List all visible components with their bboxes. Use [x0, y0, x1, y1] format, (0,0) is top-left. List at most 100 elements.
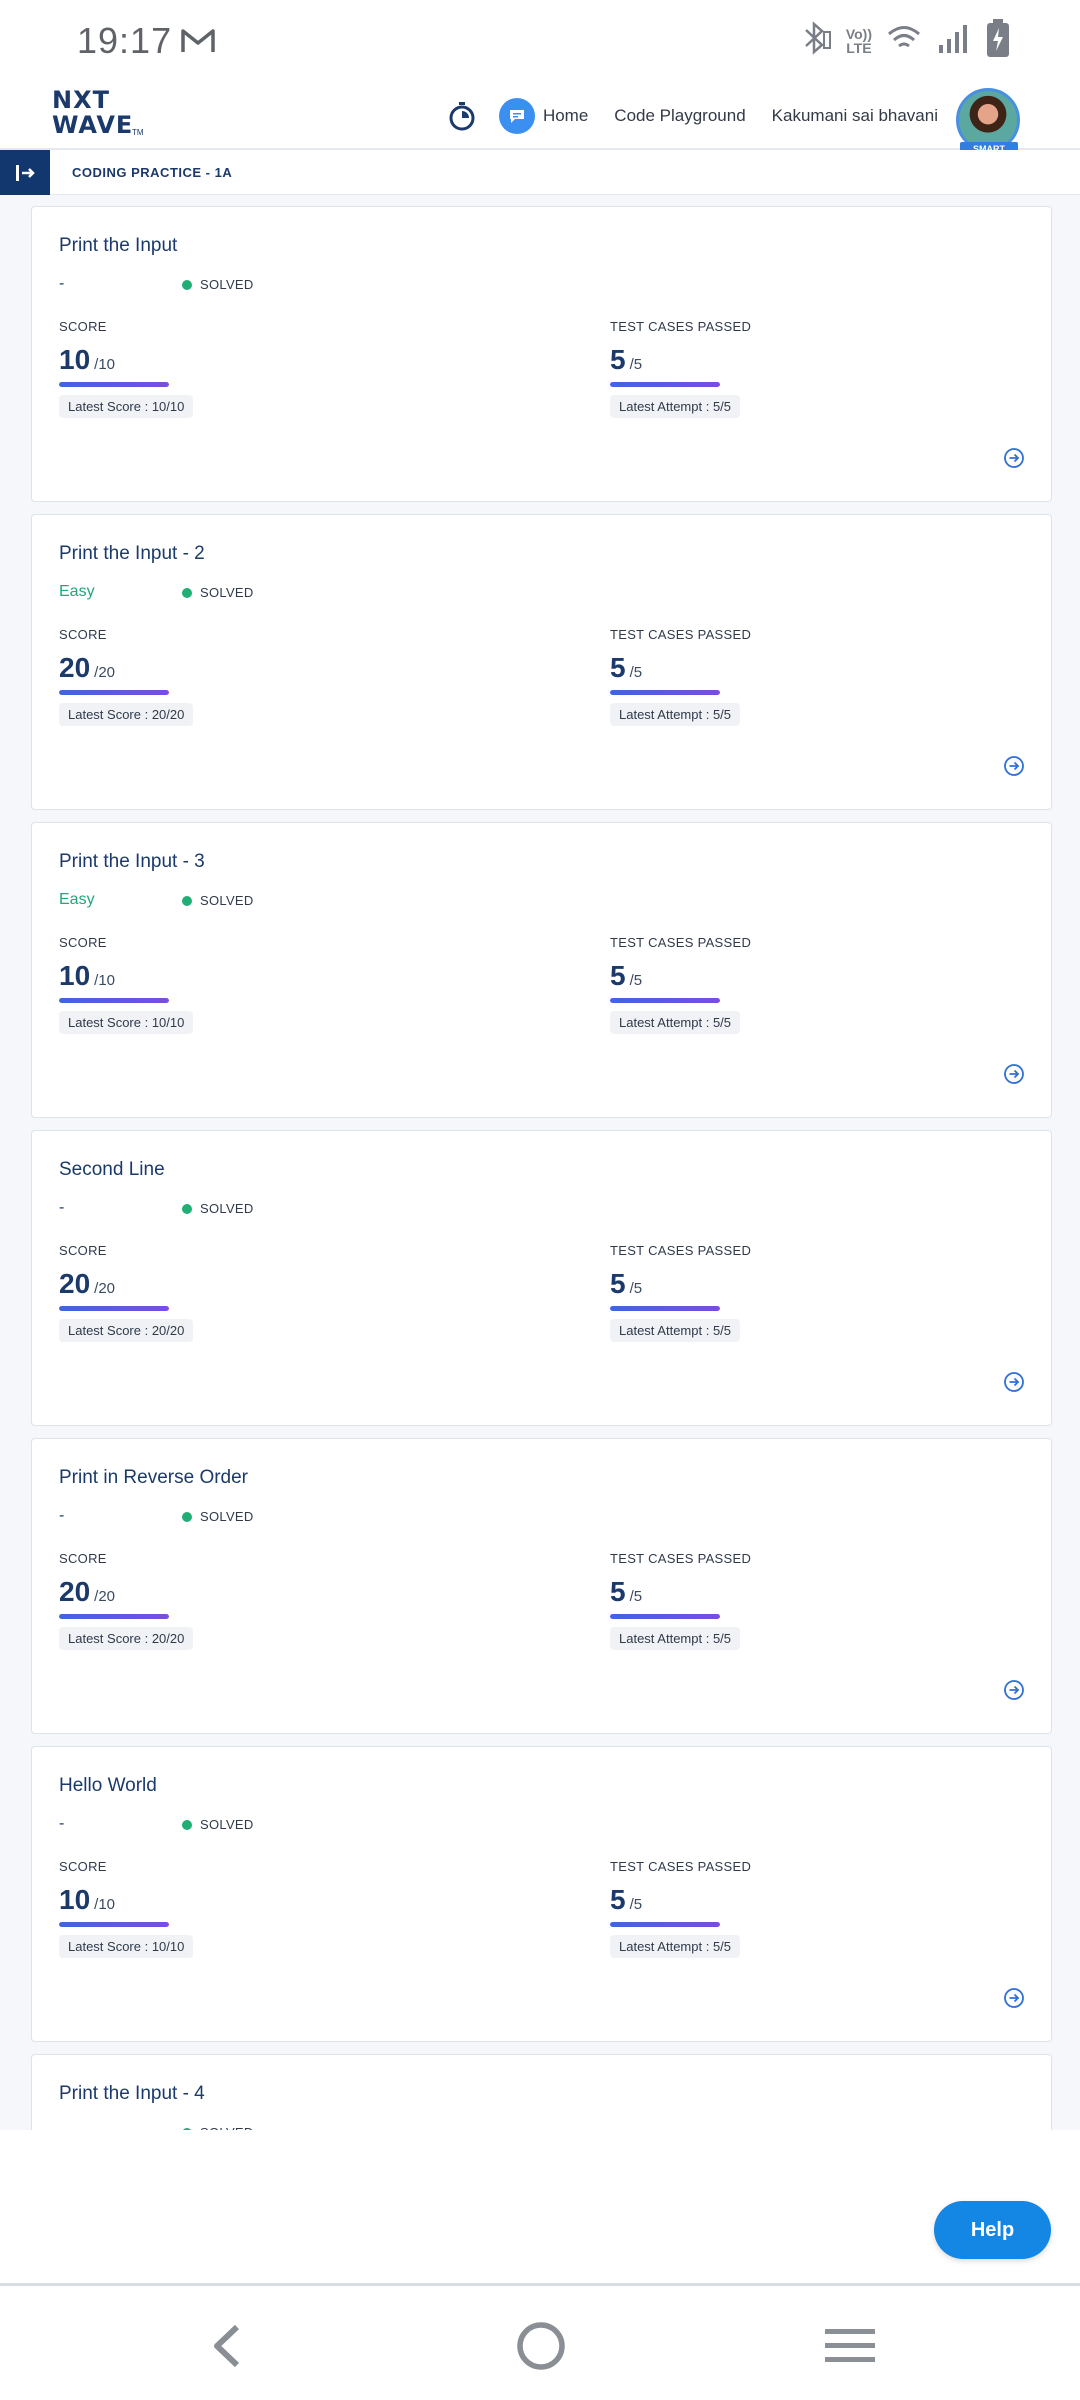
- open-question-arrow-icon[interactable]: [1003, 1371, 1025, 1393]
- volte-icon: Vo)) LTE: [846, 27, 872, 55]
- open-question-arrow-icon[interactable]: [1003, 1679, 1025, 1701]
- solved-dot-icon: [182, 895, 192, 906]
- difficulty-label: -: [59, 2123, 64, 2130]
- sidebar-toggle-button[interactable]: [0, 150, 50, 195]
- home-circle-icon: [517, 2322, 565, 2370]
- question-card[interactable]: Second Line - SOLVED SCORE 20/20 Latest …: [31, 1130, 1052, 1426]
- question-title[interactable]: Second Line: [59, 1159, 165, 1180]
- score-total: /10: [94, 972, 116, 989]
- test-cases-progress-bar: [610, 1922, 720, 1927]
- nav-home-link[interactable]: Home: [542, 106, 589, 125]
- recents-button[interactable]: [820, 2316, 880, 2376]
- score-progress-bar: [59, 1306, 169, 1311]
- question-title[interactable]: Print the Input - 2: [59, 543, 205, 564]
- lte-label: LTE: [846, 39, 872, 56]
- solved-status: SOLVED: [182, 585, 254, 600]
- home-button[interactable]: [511, 2316, 571, 2376]
- score-label: SCORE: [59, 935, 107, 950]
- score-value: 20: [59, 1576, 91, 1607]
- volte-label: Vo)): [845, 25, 872, 42]
- chat-icon[interactable]: [498, 98, 535, 134]
- score-value: 20: [59, 1268, 91, 1299]
- score-progress-bar: [59, 1922, 169, 1927]
- score-label: SCORE: [59, 319, 107, 334]
- latest-attempt-chip: Latest Attempt : 5/5: [610, 1627, 741, 1650]
- test-cases-value: 5: [610, 960, 626, 991]
- test-cases-progress-bar: [610, 690, 720, 695]
- solved-dot-icon: [182, 2127, 192, 2130]
- test-cases-metric: TEST CASES PASSED 5/5 Latest Attempt : 5…: [610, 1243, 910, 1342]
- question-card[interactable]: Print the Input - 4 - SOLVED: [31, 2054, 1052, 2130]
- stopwatch-icon[interactable]: [447, 101, 477, 131]
- help-button[interactable]: Help: [934, 2201, 1051, 2259]
- test-cases-progress-bar: [610, 1614, 720, 1619]
- question-title[interactable]: Print the Input: [59, 235, 178, 256]
- breadcrumb-bar: CODING PRACTICE - 1A: [0, 150, 1080, 195]
- solved-status: SOLVED: [182, 2125, 254, 2130]
- test-cases-total: /5: [629, 664, 643, 681]
- score-total: /20: [94, 1280, 116, 1297]
- solved-status: SOLVED: [182, 893, 254, 908]
- user-name[interactable]: Kakumani sai bhavani: [771, 106, 938, 125]
- latest-attempt-chip: Latest Attempt : 5/5: [610, 395, 741, 418]
- battery-charging-icon: [986, 18, 1010, 63]
- solved-label: SOLVED: [200, 2125, 254, 2130]
- score-value: 10: [59, 1884, 91, 1915]
- test-cases-progress-fill: [610, 1306, 720, 1311]
- solved-dot-icon: [182, 1819, 192, 1830]
- question-title[interactable]: Print the Input - 4: [59, 2083, 205, 2104]
- question-card[interactable]: Hello World - SOLVED SCORE 10/10 Latest …: [31, 1746, 1052, 2042]
- question-card[interactable]: Print the Input - SOLVED SCORE 10/10 Lat…: [31, 206, 1052, 502]
- open-question-arrow-icon[interactable]: [1003, 447, 1025, 469]
- nav-code-playground-link[interactable]: Code Playground: [614, 106, 746, 125]
- solved-status: SOLVED: [182, 1509, 254, 1524]
- question-list: Print the Input - SOLVED SCORE 10/10 Lat…: [0, 195, 1080, 2130]
- status-icons: Vo)) LTE: [796, 18, 1010, 63]
- question-card[interactable]: Print the Input - 3 Easy SOLVED SCORE 10…: [31, 822, 1052, 1118]
- question-card[interactable]: Print in Reverse Order - SOLVED SCORE 20…: [31, 1438, 1052, 1734]
- solved-status: SOLVED: [182, 1201, 254, 1216]
- question-card[interactable]: Print the Input - 2 Easy SOLVED SCORE 20…: [31, 514, 1052, 810]
- profile-avatar[interactable]: SMART: [956, 88, 1020, 156]
- test-cases-total: /5: [629, 356, 643, 373]
- solved-label: SOLVED: [200, 893, 254, 908]
- open-question-arrow-icon[interactable]: [1003, 1063, 1025, 1085]
- open-question-arrow-icon[interactable]: [1003, 1987, 1025, 2009]
- score-metric: SCORE 10/10 Latest Score : 10/10: [59, 319, 359, 418]
- test-cases-total: /5: [629, 1280, 643, 1297]
- test-cases-progress-fill: [610, 1614, 720, 1619]
- solved-dot-icon: [182, 1511, 192, 1522]
- question-title[interactable]: Hello World: [59, 1775, 157, 1796]
- test-cases-label: TEST CASES PASSED: [610, 1243, 752, 1258]
- app-header: NXT WAVE TM Home Code Playground Kakuman…: [0, 82, 1080, 156]
- test-cases-progress-bar: [610, 1306, 720, 1311]
- latest-score-chip: Latest Score : 20/20: [59, 703, 194, 726]
- latest-score-chip: Latest Score : 10/10: [59, 1011, 194, 1034]
- test-cases-label: TEST CASES PASSED: [610, 319, 752, 334]
- score-progress-bar: [59, 998, 169, 1003]
- difficulty-label: Easy: [59, 583, 95, 600]
- latest-attempt-chip: Latest Attempt : 5/5: [610, 703, 741, 726]
- test-cases-label: TEST CASES PASSED: [610, 627, 752, 642]
- back-button[interactable]: [197, 2316, 257, 2376]
- score-total: /20: [94, 664, 116, 681]
- score-progress-bar: [59, 1614, 169, 1619]
- question-title[interactable]: Print in Reverse Order: [59, 1467, 249, 1488]
- question-title[interactable]: Print the Input - 3: [59, 851, 205, 872]
- latest-score-chip: Latest Score : 10/10: [59, 395, 194, 418]
- expand-sidebar-icon: [16, 164, 35, 181]
- score-progress-fill: [59, 690, 169, 695]
- score-total: /10: [94, 356, 116, 373]
- bluetooth-icon: [796, 19, 832, 62]
- status-time: 19:17: [77, 20, 173, 61]
- nxtwave-logo[interactable]: NXT WAVE TM: [52, 86, 144, 140]
- open-question-arrow-icon[interactable]: [1003, 755, 1025, 777]
- score-progress-fill: [59, 1922, 169, 1927]
- score-metric: SCORE 20/20 Latest Score : 20/20: [59, 1551, 359, 1650]
- score-progress-fill: [59, 998, 169, 1003]
- difficulty-label: -: [59, 1507, 65, 1524]
- latest-attempt-chip: Latest Attempt : 5/5: [610, 1935, 741, 1958]
- score-progress-fill: [59, 1306, 169, 1311]
- test-cases-label: TEST CASES PASSED: [610, 935, 752, 950]
- solved-dot-icon: [182, 587, 192, 598]
